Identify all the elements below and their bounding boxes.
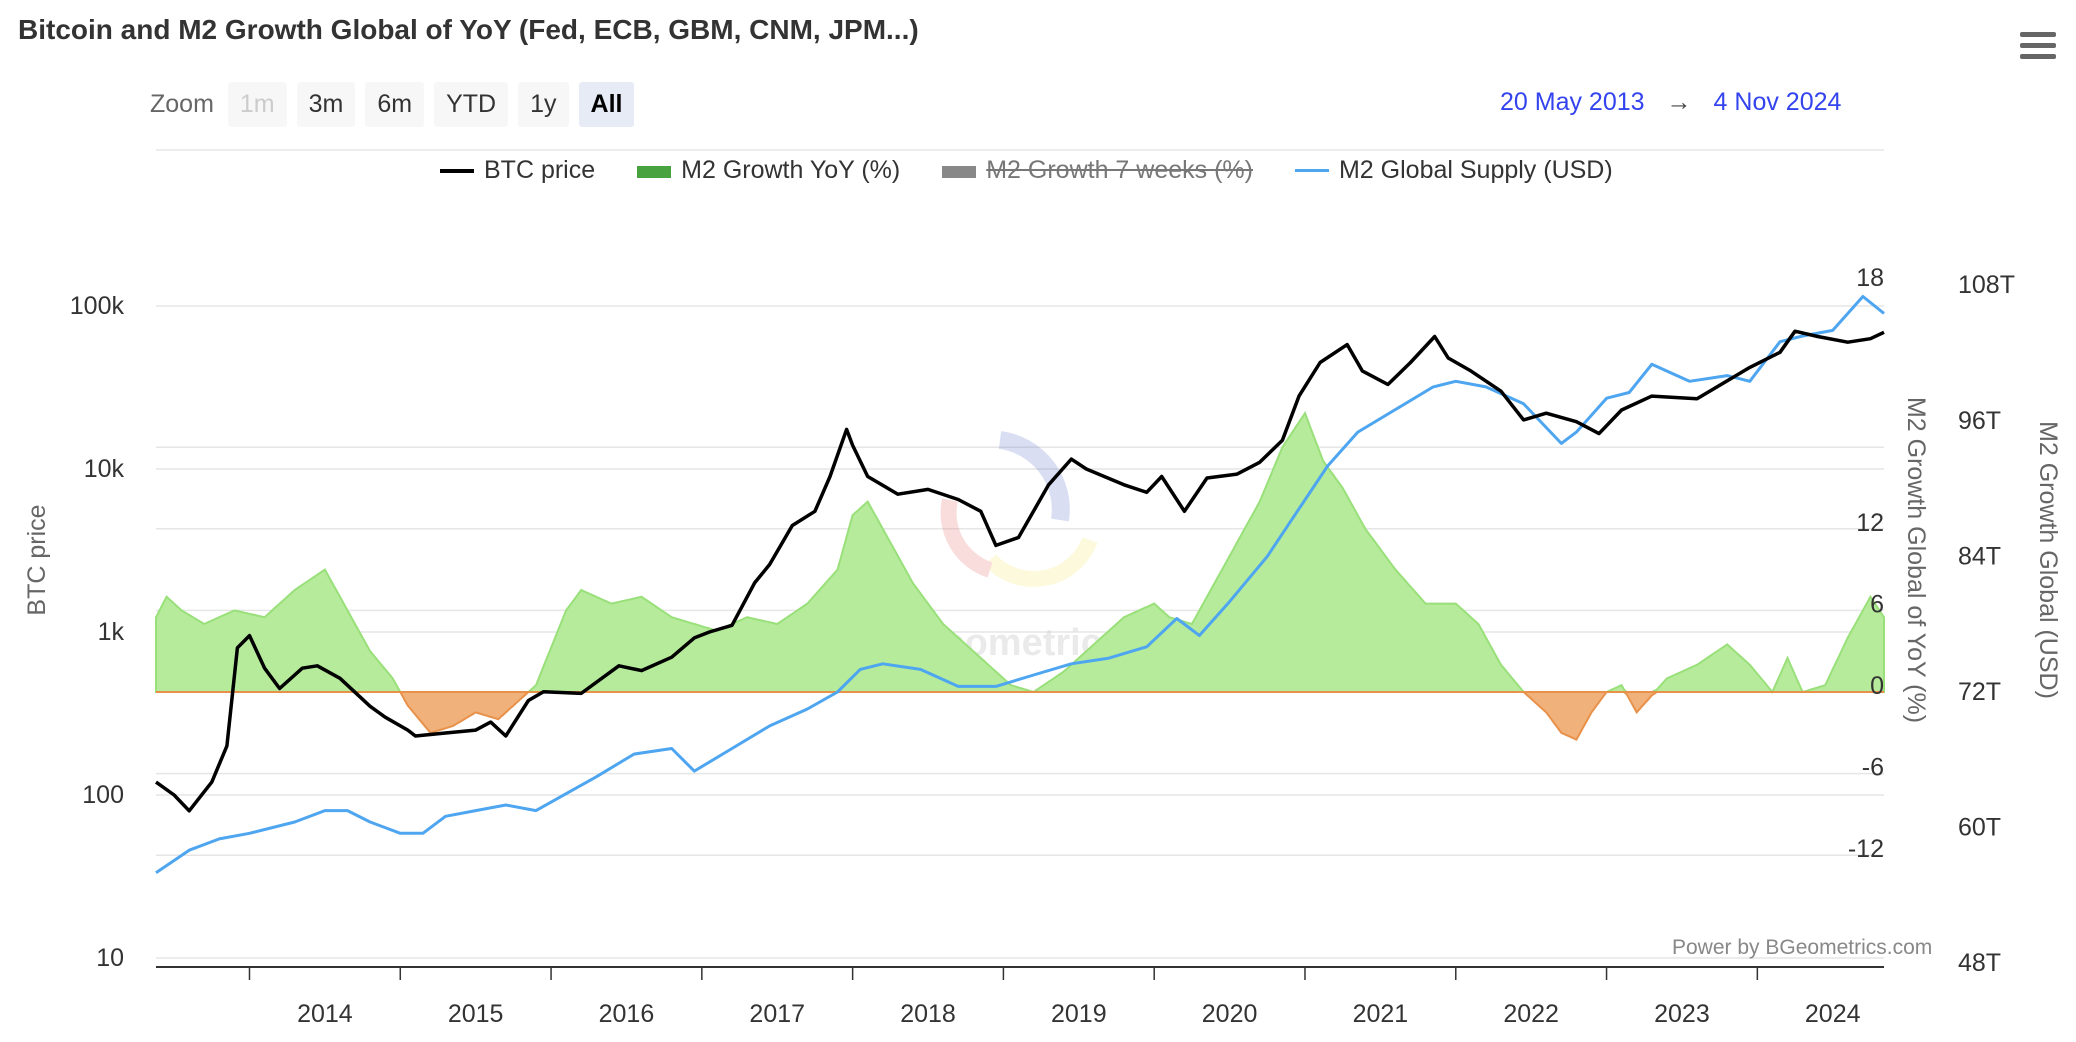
x-tick-label: 2024 [1805,1000,1861,1028]
btc-tick-label: 100k [70,292,125,320]
legend-label: BTC price [484,156,596,184]
m2-supply-tick-label: 108T [1958,271,2015,299]
m2-supply-tick-label: 48T [1958,949,2001,977]
zoom-6m-button[interactable]: 6m [365,81,425,127]
range-from-input[interactable]: 20 May 2013 [1500,88,1645,116]
zoom-3m-button[interactable]: 3m [296,81,356,127]
hamburger-menu-icon[interactable] [2020,32,2056,62]
legend-label: M2 Growth 7 weeks (%) [986,156,1253,184]
credit-link[interactable]: Power by BGeometrics.com [1672,936,1933,959]
m2-growth-tick-label: 12 [1856,509,1884,537]
m2-supply-line [155,295,1885,875]
x-tick-label: 2019 [1051,1000,1107,1028]
legend-item-m2-7weeks[interactable]: M2 Growth 7 weeks (%) [942,156,1253,185]
line-swatch-icon [440,168,474,173]
zoom-1y-button[interactable]: 1y [518,81,569,127]
logo-arc [984,536,1098,587]
x-tick-label: 2015 [448,1000,504,1028]
range-to-input[interactable]: 4 Nov 2024 [1713,88,1842,116]
watermark-logo [940,431,1098,587]
x-tick-label: 2022 [1503,1000,1559,1028]
m2-supply-tick-label: 96T [1958,407,2001,435]
m2-growth-axis-label: M2 Growth Global of YoY (%) [1902,397,1930,723]
x-tick-label: 2023 [1654,1000,1710,1028]
m2-growth-negative-area [156,691,1884,741]
btc-tick-label: 10 [96,944,124,972]
legend-item-btc[interactable]: BTC price [440,156,595,185]
area-swatch-icon [942,165,977,178]
area-swatch-icon [637,165,672,178]
m2-growth-tick-label: 6 [1870,590,1884,618]
legend-label: M2 Global Supply (USD) [1338,156,1613,184]
m2-growth-tick-label: -6 [1862,754,1884,782]
btc-tick-label: 10k [84,455,125,483]
zoom-1m-button[interactable]: 1m [227,81,287,127]
line-swatch-icon [1294,168,1329,172]
m2-supply-tick-label: 84T [1958,542,2001,570]
zoom-label: Zoom [150,89,214,118]
btc-tick-label: 1k [98,618,125,646]
x-tick-label: 2014 [297,1000,353,1028]
btc-price-line [154,329,1885,813]
date-range: 20 May 2013 → 4 Nov 2024 [1500,88,1841,117]
m2-supply-tick-label: 60T [1958,814,2001,842]
btc-axis-label: BTC price [23,504,51,615]
zoom-bar: Zoom 1m 3m 6m YTD 1y All [150,80,644,128]
btc-tick-label: 100 [82,781,124,809]
m2-supply-tick-label: 72T [1958,678,2001,706]
x-tick-label: 2020 [1202,1000,1258,1028]
x-tick-label: 2021 [1353,1000,1409,1028]
legend-item-m2-supply[interactable]: M2 Global Supply (USD) [1294,156,1613,185]
range-arrow: → [1666,88,1692,116]
m2-supply-axis-label: M2 Growth Global (USD) [2034,421,2062,699]
m2-growth-tick-label: 18 [1856,264,1884,292]
zoom-all-button[interactable]: All [578,81,635,127]
x-tick-label: 2017 [749,1000,805,1028]
legend-label: M2 Growth YoY (%) [681,156,901,184]
x-tick-label: 2016 [599,1000,655,1028]
x-tick-label: 2018 [900,1000,956,1028]
m2-growth-tick-label: -12 [1848,835,1884,863]
legend-item-m2-growth[interactable]: M2 Growth YoY (%) [637,156,900,185]
m2-growth-tick-label: 0 [1870,672,1884,700]
logo-arc [940,498,993,578]
chart-title: Bitcoin and M2 Growth Global of YoY (Fed… [18,14,919,45]
zoom-ytd-button[interactable]: YTD [434,81,509,127]
logo-arc [998,431,1070,522]
